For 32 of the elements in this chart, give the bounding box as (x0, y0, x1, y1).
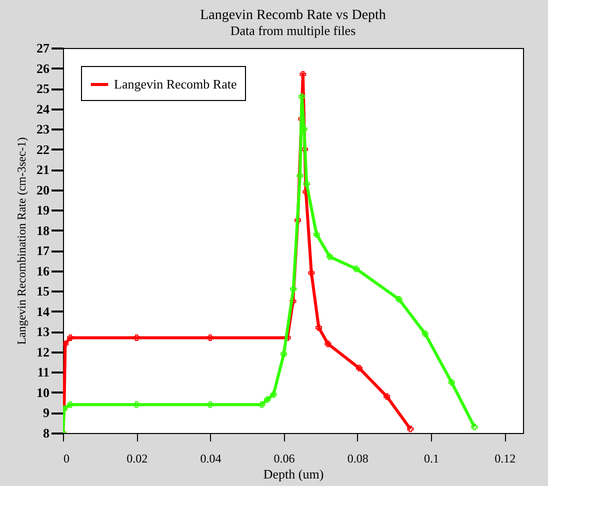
y-tick-label: 19 (36, 202, 50, 218)
y-tick-label: 27 (36, 40, 50, 56)
y-tick-label: 14 (36, 304, 50, 319)
y-tick-label: 10 (36, 384, 50, 400)
y-tick-label: 23 (36, 122, 50, 137)
legend-label: Langevin Recomb Rate (114, 76, 237, 92)
y-tick-label: 25 (36, 81, 50, 96)
x-tick-label: 0.08 (347, 452, 368, 466)
y-axis-title: Langevin Recombination Rate (cm-3sec-1) (14, 137, 28, 345)
chart-subtitle: Data from multiple files (230, 23, 356, 38)
y-tick-label: 13 (36, 324, 50, 340)
x-axis-title: Depth (um) (263, 466, 324, 482)
y-tick-label: 8 (43, 426, 50, 440)
x-tick-label: 0 (64, 452, 70, 466)
y-tick-label: 12 (36, 344, 50, 360)
x-tick-label: 0.04 (200, 452, 222, 466)
y-tick-label: 15 (36, 284, 50, 299)
y-tick-label: 21 (36, 162, 50, 178)
y-tick-label: 9 (43, 405, 50, 420)
y-tick-label: 11 (37, 364, 50, 380)
chart-title: Langevin Recomb Rate vs Depth (200, 8, 386, 23)
x-tick-label: 0.1 (424, 452, 439, 466)
y-tick-label: 24 (36, 101, 50, 116)
x-tick-label: 0.02 (126, 452, 148, 466)
y-tick-label: 17 (36, 243, 50, 258)
x-tick-label: 0.12 (494, 452, 516, 466)
x-tick-label: 0.06 (274, 452, 295, 466)
y-tick-label: 16 (36, 263, 50, 278)
y-tick-label: 20 (36, 182, 50, 198)
y-tick-label: 26 (36, 60, 50, 76)
y-tick-label: 22 (36, 142, 50, 157)
y-tick-label: 18 (36, 222, 50, 238)
